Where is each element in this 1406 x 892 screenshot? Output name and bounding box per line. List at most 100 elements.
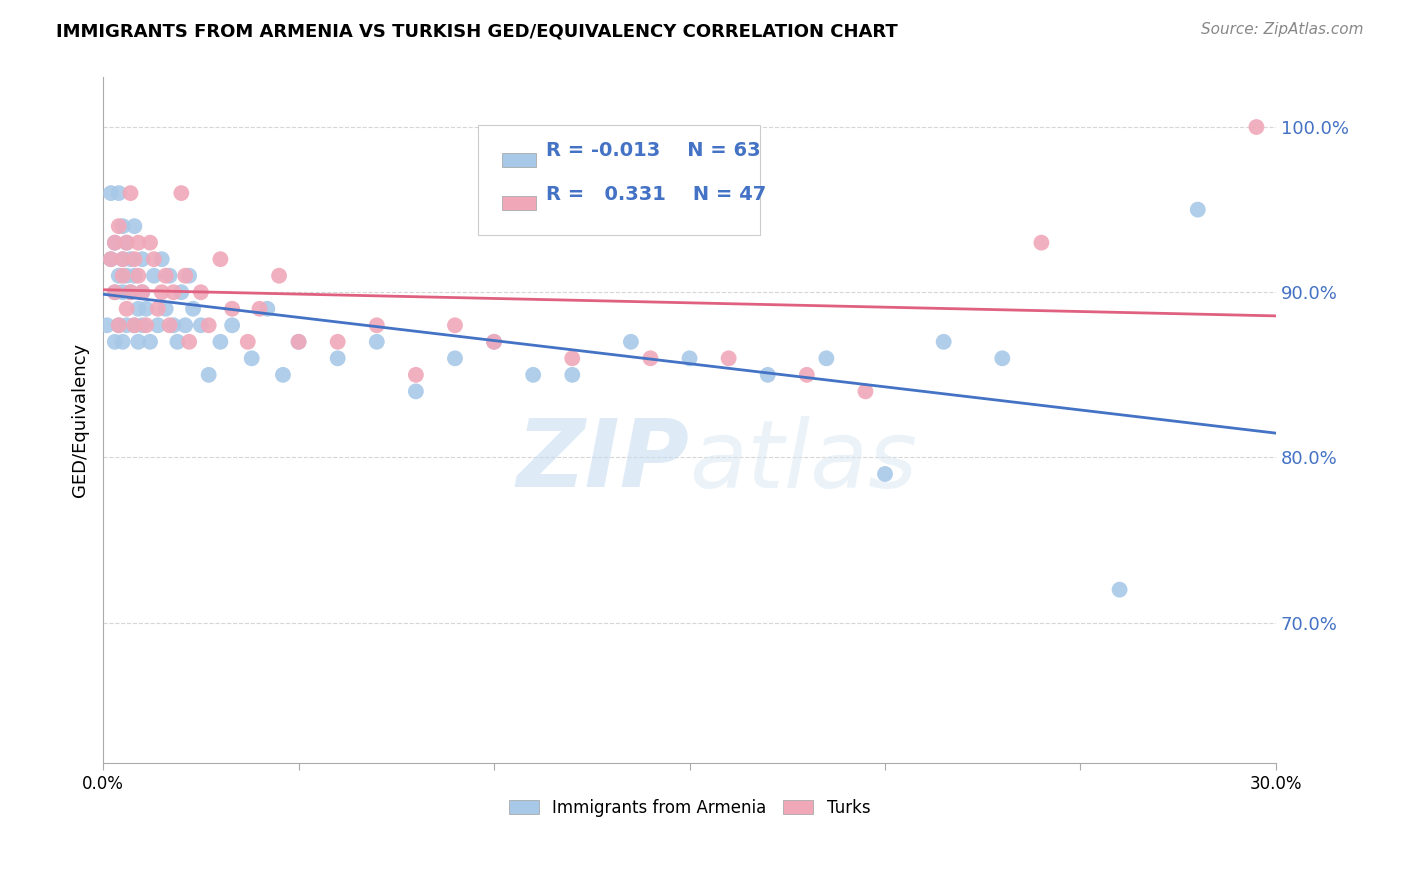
Point <box>120 285 142 300</box>
Point <box>366 334 388 349</box>
Point <box>104 235 127 250</box>
Point <box>127 301 149 316</box>
Point <box>107 318 129 333</box>
Point <box>150 285 173 300</box>
Point <box>174 268 197 283</box>
Point <box>256 301 278 316</box>
FancyBboxPatch shape <box>502 195 536 211</box>
Point <box>111 285 134 300</box>
Point <box>96 318 118 333</box>
Point <box>150 252 173 267</box>
Point <box>561 368 583 382</box>
Point <box>405 368 427 382</box>
Point <box>271 368 294 382</box>
Point <box>139 334 162 349</box>
Point <box>120 252 142 267</box>
FancyBboxPatch shape <box>478 126 759 235</box>
Point <box>104 235 127 250</box>
Point <box>115 301 138 316</box>
Point <box>796 368 818 382</box>
Point <box>159 268 181 283</box>
Point <box>444 351 467 366</box>
Text: ZIP: ZIP <box>516 416 689 508</box>
Point <box>717 351 740 366</box>
Point <box>124 318 146 333</box>
Point <box>678 351 700 366</box>
Point <box>1246 120 1268 134</box>
Point <box>115 235 138 250</box>
Point <box>111 334 134 349</box>
Point <box>1031 235 1053 250</box>
Point <box>162 318 184 333</box>
Point <box>104 334 127 349</box>
Point <box>405 384 427 399</box>
Point <box>236 334 259 349</box>
Point <box>197 318 219 333</box>
Point <box>107 318 129 333</box>
Legend: Immigrants from Armenia, Turks: Immigrants from Armenia, Turks <box>502 792 877 823</box>
Point <box>482 334 505 349</box>
Point <box>1108 582 1130 597</box>
Text: IMMIGRANTS FROM ARMENIA VS TURKISH GED/EQUIVALENCY CORRELATION CHART: IMMIGRANTS FROM ARMENIA VS TURKISH GED/E… <box>56 22 898 40</box>
Point <box>240 351 263 366</box>
Point <box>107 186 129 200</box>
Point <box>209 252 232 267</box>
Point <box>190 285 212 300</box>
Point <box>100 252 122 267</box>
Point <box>120 285 142 300</box>
Point <box>170 186 193 200</box>
Point <box>366 318 388 333</box>
Point <box>139 235 162 250</box>
Point <box>249 301 271 316</box>
Point <box>115 318 138 333</box>
Point <box>100 252 122 267</box>
Point <box>111 252 134 267</box>
Point <box>100 186 122 200</box>
Point <box>135 318 157 333</box>
Point <box>166 334 188 349</box>
Point <box>444 318 467 333</box>
Point <box>107 219 129 234</box>
Point <box>221 318 243 333</box>
Point <box>197 368 219 382</box>
Point <box>131 318 153 333</box>
Text: R =   0.331    N = 47: R = 0.331 N = 47 <box>547 185 766 203</box>
Point <box>131 285 153 300</box>
Point <box>159 318 181 333</box>
Point <box>179 334 201 349</box>
Point <box>131 252 153 267</box>
Point <box>190 318 212 333</box>
Text: atlas: atlas <box>689 416 918 507</box>
Point <box>127 268 149 283</box>
Point <box>181 301 204 316</box>
Point <box>111 268 134 283</box>
Point <box>104 285 127 300</box>
Point <box>135 301 157 316</box>
Point <box>124 219 146 234</box>
Point <box>932 334 955 349</box>
Point <box>991 351 1014 366</box>
Point <box>142 268 165 283</box>
Point <box>124 318 146 333</box>
Point <box>115 268 138 283</box>
Text: Source: ZipAtlas.com: Source: ZipAtlas.com <box>1201 22 1364 37</box>
Text: R = -0.013    N = 63: R = -0.013 N = 63 <box>547 141 761 161</box>
Point <box>815 351 838 366</box>
Point <box>170 285 193 300</box>
Point <box>120 186 142 200</box>
Point <box>873 467 896 481</box>
Point <box>179 268 201 283</box>
Point <box>209 334 232 349</box>
Point <box>142 252 165 267</box>
Point <box>131 285 153 300</box>
Point <box>756 368 779 382</box>
Point <box>855 384 877 399</box>
Point <box>287 334 309 349</box>
Point <box>155 301 177 316</box>
Point <box>620 334 643 349</box>
Y-axis label: GED/Equivalency: GED/Equivalency <box>72 343 89 498</box>
Point <box>1187 202 1209 217</box>
Point <box>146 301 169 316</box>
Point <box>111 252 134 267</box>
Point <box>640 351 662 366</box>
